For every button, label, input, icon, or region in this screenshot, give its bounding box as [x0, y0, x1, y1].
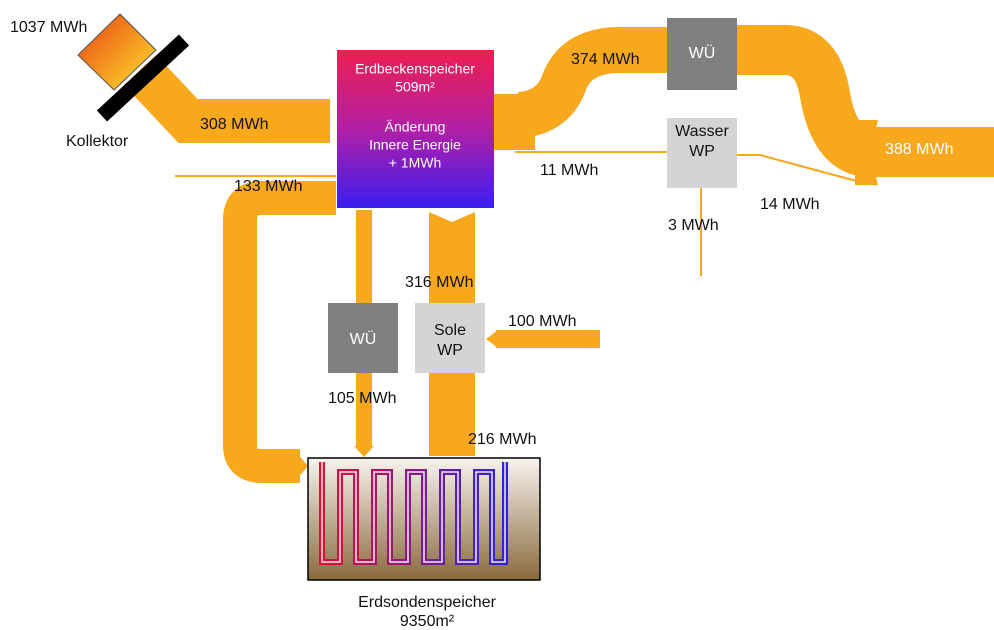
- heat-exchanger: [328, 303, 398, 373]
- heat-pump: [415, 303, 485, 373]
- unit-label: WÜ: [350, 330, 377, 348]
- borehole-pipes: [321, 462, 506, 563]
- storage-label: Änderung: [385, 119, 446, 135]
- flow-label: 316 MWh: [405, 274, 473, 291]
- unit-label: WP: [437, 342, 463, 359]
- storage-label: Innere Energie: [369, 137, 461, 153]
- flow-label: 14 MWh: [760, 196, 820, 213]
- flow-line: [736, 154, 861, 183]
- flow-band: [855, 120, 878, 185]
- unit-label: Wasser: [675, 123, 729, 140]
- flow-band: [494, 95, 520, 150]
- flow-band: [486, 330, 498, 348]
- borehole-label: Erdsondenspeicher: [358, 594, 497, 611]
- collector-output: 1037 MWh: [10, 19, 87, 36]
- flow-label: 388 MWh: [885, 141, 953, 158]
- flow-band: [223, 181, 336, 483]
- flow-label: 11 MWh: [540, 162, 598, 179]
- flow-band: [516, 27, 670, 138]
- unit-label: WP: [689, 143, 715, 160]
- flow-label: 133 MWh: [234, 178, 302, 195]
- storage-label: Erdbeckenspeicher: [355, 61, 475, 77]
- flow-band: [429, 212, 475, 228]
- heat-exchanger: [667, 18, 737, 90]
- unit-label: Sole: [434, 322, 466, 339]
- flow-label: 308 MWh: [200, 116, 268, 133]
- flow-label: 216 MWh: [468, 431, 536, 448]
- flows: [123, 25, 994, 483]
- storage-label: 509m²: [395, 79, 435, 95]
- storage-label: + 1MWh: [389, 155, 442, 171]
- flow-band: [123, 54, 330, 143]
- flow-label: 100 MWh: [508, 313, 576, 330]
- flow-label: 374 MWh: [571, 51, 639, 68]
- flow-label: 3 MWh: [668, 217, 719, 234]
- heat-pump: [667, 118, 737, 188]
- collector-label: Kollektor: [66, 133, 129, 150]
- flow-label: 105 MWh: [328, 390, 396, 407]
- collector-bar: [96, 34, 190, 122]
- unit-label: WÜ: [689, 44, 716, 62]
- collector-panel: [77, 13, 157, 91]
- flow-band: [296, 452, 308, 480]
- flow-band: [354, 446, 374, 457]
- borehole-label: 9350m²: [400, 613, 455, 630]
- pit-storage: [337, 50, 494, 208]
